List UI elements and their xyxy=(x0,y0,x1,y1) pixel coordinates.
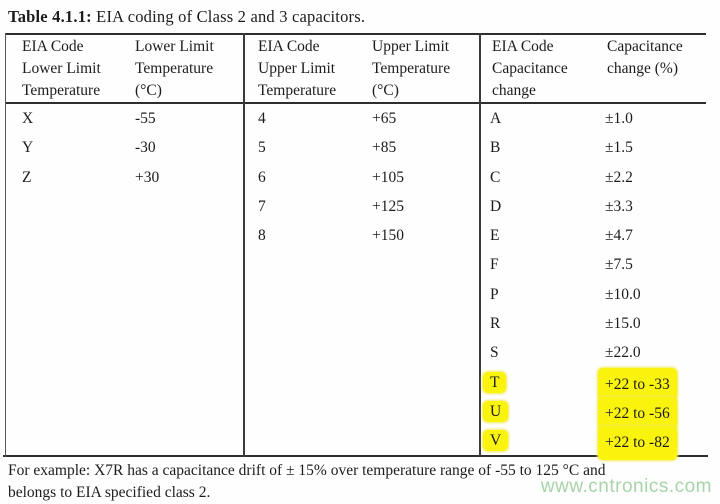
table-row: C ±2.2 xyxy=(490,163,712,192)
header-eia-code-upper-limit: EIA Code Upper Limit Temperature xyxy=(258,38,337,99)
eia-code-cell: 5 xyxy=(258,139,266,157)
value-cell: +22 to -33 xyxy=(598,367,677,401)
value-cell: ±1.5 xyxy=(605,139,633,157)
table-column-divider-2 xyxy=(479,33,481,457)
table-row: D ±3.3 xyxy=(490,192,712,221)
value-cell: +150 xyxy=(372,227,404,245)
eia-code-cell: X xyxy=(22,110,34,127)
table-row: 7 +125 xyxy=(258,192,473,221)
table-row: 6 +105 xyxy=(258,163,473,192)
value-cell: ±10.0 xyxy=(605,285,641,303)
table-row: Y -30 xyxy=(22,133,237,162)
value-cell: +30 xyxy=(135,168,160,186)
table-row: 8 +150 xyxy=(258,221,473,250)
table-row-highlighted: V +22 to -82 xyxy=(483,426,712,460)
table-row-highlighted: T +22 to -33 xyxy=(483,367,712,401)
eia-code-cell: 4 xyxy=(258,110,266,127)
header-eia-code-lower-limit: EIA Code Lower Limit Temperature xyxy=(22,38,101,99)
column-group-upper-limit: 4 +65 5 +85 6 +105 7 +125 8 +150 xyxy=(258,104,473,250)
table-left-border xyxy=(5,33,6,457)
eia-code-cell: P xyxy=(490,285,499,303)
table-caption-number: Table 4.1.1: xyxy=(8,7,92,26)
table-header-rule xyxy=(5,102,706,104)
eia-code-cell: B xyxy=(490,139,501,157)
table-row: B ±1.5 xyxy=(490,133,712,162)
value-cell: ±1.0 xyxy=(605,110,633,127)
column-group-lower-limit: X -55 Y -30 Z +30 xyxy=(22,104,237,192)
table-row: P ±10.0 xyxy=(490,280,712,309)
table-footnote: For example: X7R has a capacitance drift… xyxy=(8,462,606,501)
eia-code-cell: 7 xyxy=(258,197,266,215)
value-cell: +22 to -56 xyxy=(598,396,677,431)
table-row: 5 +85 xyxy=(258,133,473,162)
table-row: E ±4.7 xyxy=(490,221,712,250)
eia-code-cell: U xyxy=(483,400,509,422)
table-bottom-rule xyxy=(3,455,708,457)
table-column-divider-1 xyxy=(243,33,245,457)
value-cell: +65 xyxy=(372,110,397,127)
value-cell: +125 xyxy=(372,197,404,215)
value-cell: +85 xyxy=(372,139,397,157)
table-caption: Table 4.1.1: EIA coding of Class 2 and 3… xyxy=(8,7,365,27)
eia-code-cell: D xyxy=(490,197,502,215)
eia-code-cell: T xyxy=(483,371,507,393)
value-cell: ±15.0 xyxy=(605,315,641,333)
eia-code-cell: 6 xyxy=(258,168,266,186)
value-cell: +105 xyxy=(372,168,404,186)
header-eia-code-capacitance-change: EIA Code Capacitance change xyxy=(492,38,568,99)
eia-code-cell: 8 xyxy=(258,227,266,245)
value-cell: -30 xyxy=(135,139,156,157)
value-cell: ±2.2 xyxy=(605,168,633,186)
value-cell: -55 xyxy=(135,110,156,127)
eia-code-cell: Z xyxy=(22,168,32,186)
eia-code-cell: R xyxy=(490,315,501,333)
header-upper-limit-temperature: Upper Limit Temperature (°C) xyxy=(372,38,451,99)
table-row: 4 +65 xyxy=(258,104,473,133)
value-cell: ±3.3 xyxy=(605,197,633,215)
table-row: Z +30 xyxy=(22,163,237,192)
eia-code-cell: S xyxy=(490,344,499,362)
eia-code-cell: Y xyxy=(22,139,34,157)
table-row-highlighted: U +22 to -56 xyxy=(483,396,712,431)
value-cell: ±7.5 xyxy=(605,256,633,274)
eia-code-cell: A xyxy=(490,110,502,127)
header-lower-limit-temperature: Lower Limit Temperature (°C) xyxy=(135,38,214,99)
eia-code-cell: C xyxy=(490,168,501,186)
eia-code-cell: E xyxy=(490,227,500,245)
value-cell: ±4.7 xyxy=(605,227,633,245)
table-row: R ±15.0 xyxy=(490,309,712,338)
table-top-rule xyxy=(5,33,706,35)
eia-code-cell: V xyxy=(483,430,509,452)
header-capacitance-change-pct: Capacitance change (%) xyxy=(607,38,683,77)
value-cell: ±22.0 xyxy=(605,344,641,362)
value-cell: +22 to -82 xyxy=(598,426,677,460)
table-row: F ±7.5 xyxy=(490,250,712,279)
table-row: A ±1.0 xyxy=(490,104,712,133)
table-row: S ±22.0 xyxy=(490,338,712,367)
table-row: X -55 xyxy=(22,104,237,133)
column-group-capacitance-change: A ±1.0 B ±1.5 C ±2.2 D ±3.3 E ±4.7 F ±7.… xyxy=(483,104,712,460)
table-caption-text: EIA coding of Class 2 and 3 capacitors. xyxy=(91,7,366,26)
watermark-url: www.cntronics.com xyxy=(540,476,712,497)
eia-code-cell: F xyxy=(490,256,499,274)
